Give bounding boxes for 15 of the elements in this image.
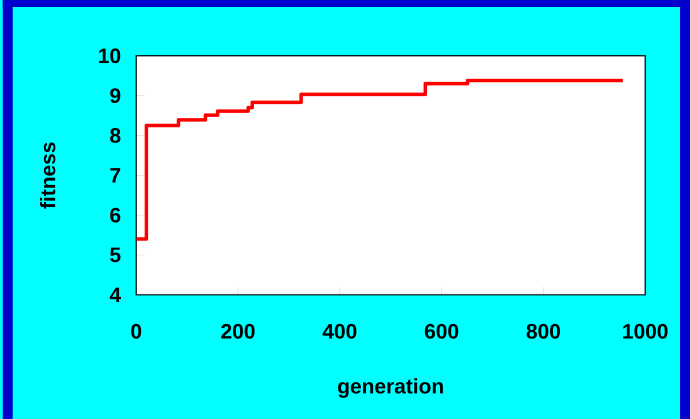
x-tick-label: 0	[131, 324, 142, 339]
y-tick-label: 7	[110, 168, 120, 182]
y-tick-label: 8	[110, 128, 120, 143]
x-tick-label: 400	[322, 324, 356, 339]
y-tick-label: 6	[110, 208, 120, 222]
y-axis-title: fitness	[40, 142, 56, 208]
x-tick-label: 800	[526, 324, 560, 339]
x-tick-label: 600	[424, 324, 458, 339]
y-tick-label: 4	[110, 287, 121, 302]
x-tick-label: 1000	[623, 324, 668, 339]
x-axis-title: generation	[338, 378, 443, 398]
y-tick-label: 5	[110, 248, 120, 262]
y-tick-label: 9	[110, 88, 120, 103]
x-tick-label: 200	[221, 324, 255, 339]
y-tick-label: 10	[99, 48, 120, 64]
